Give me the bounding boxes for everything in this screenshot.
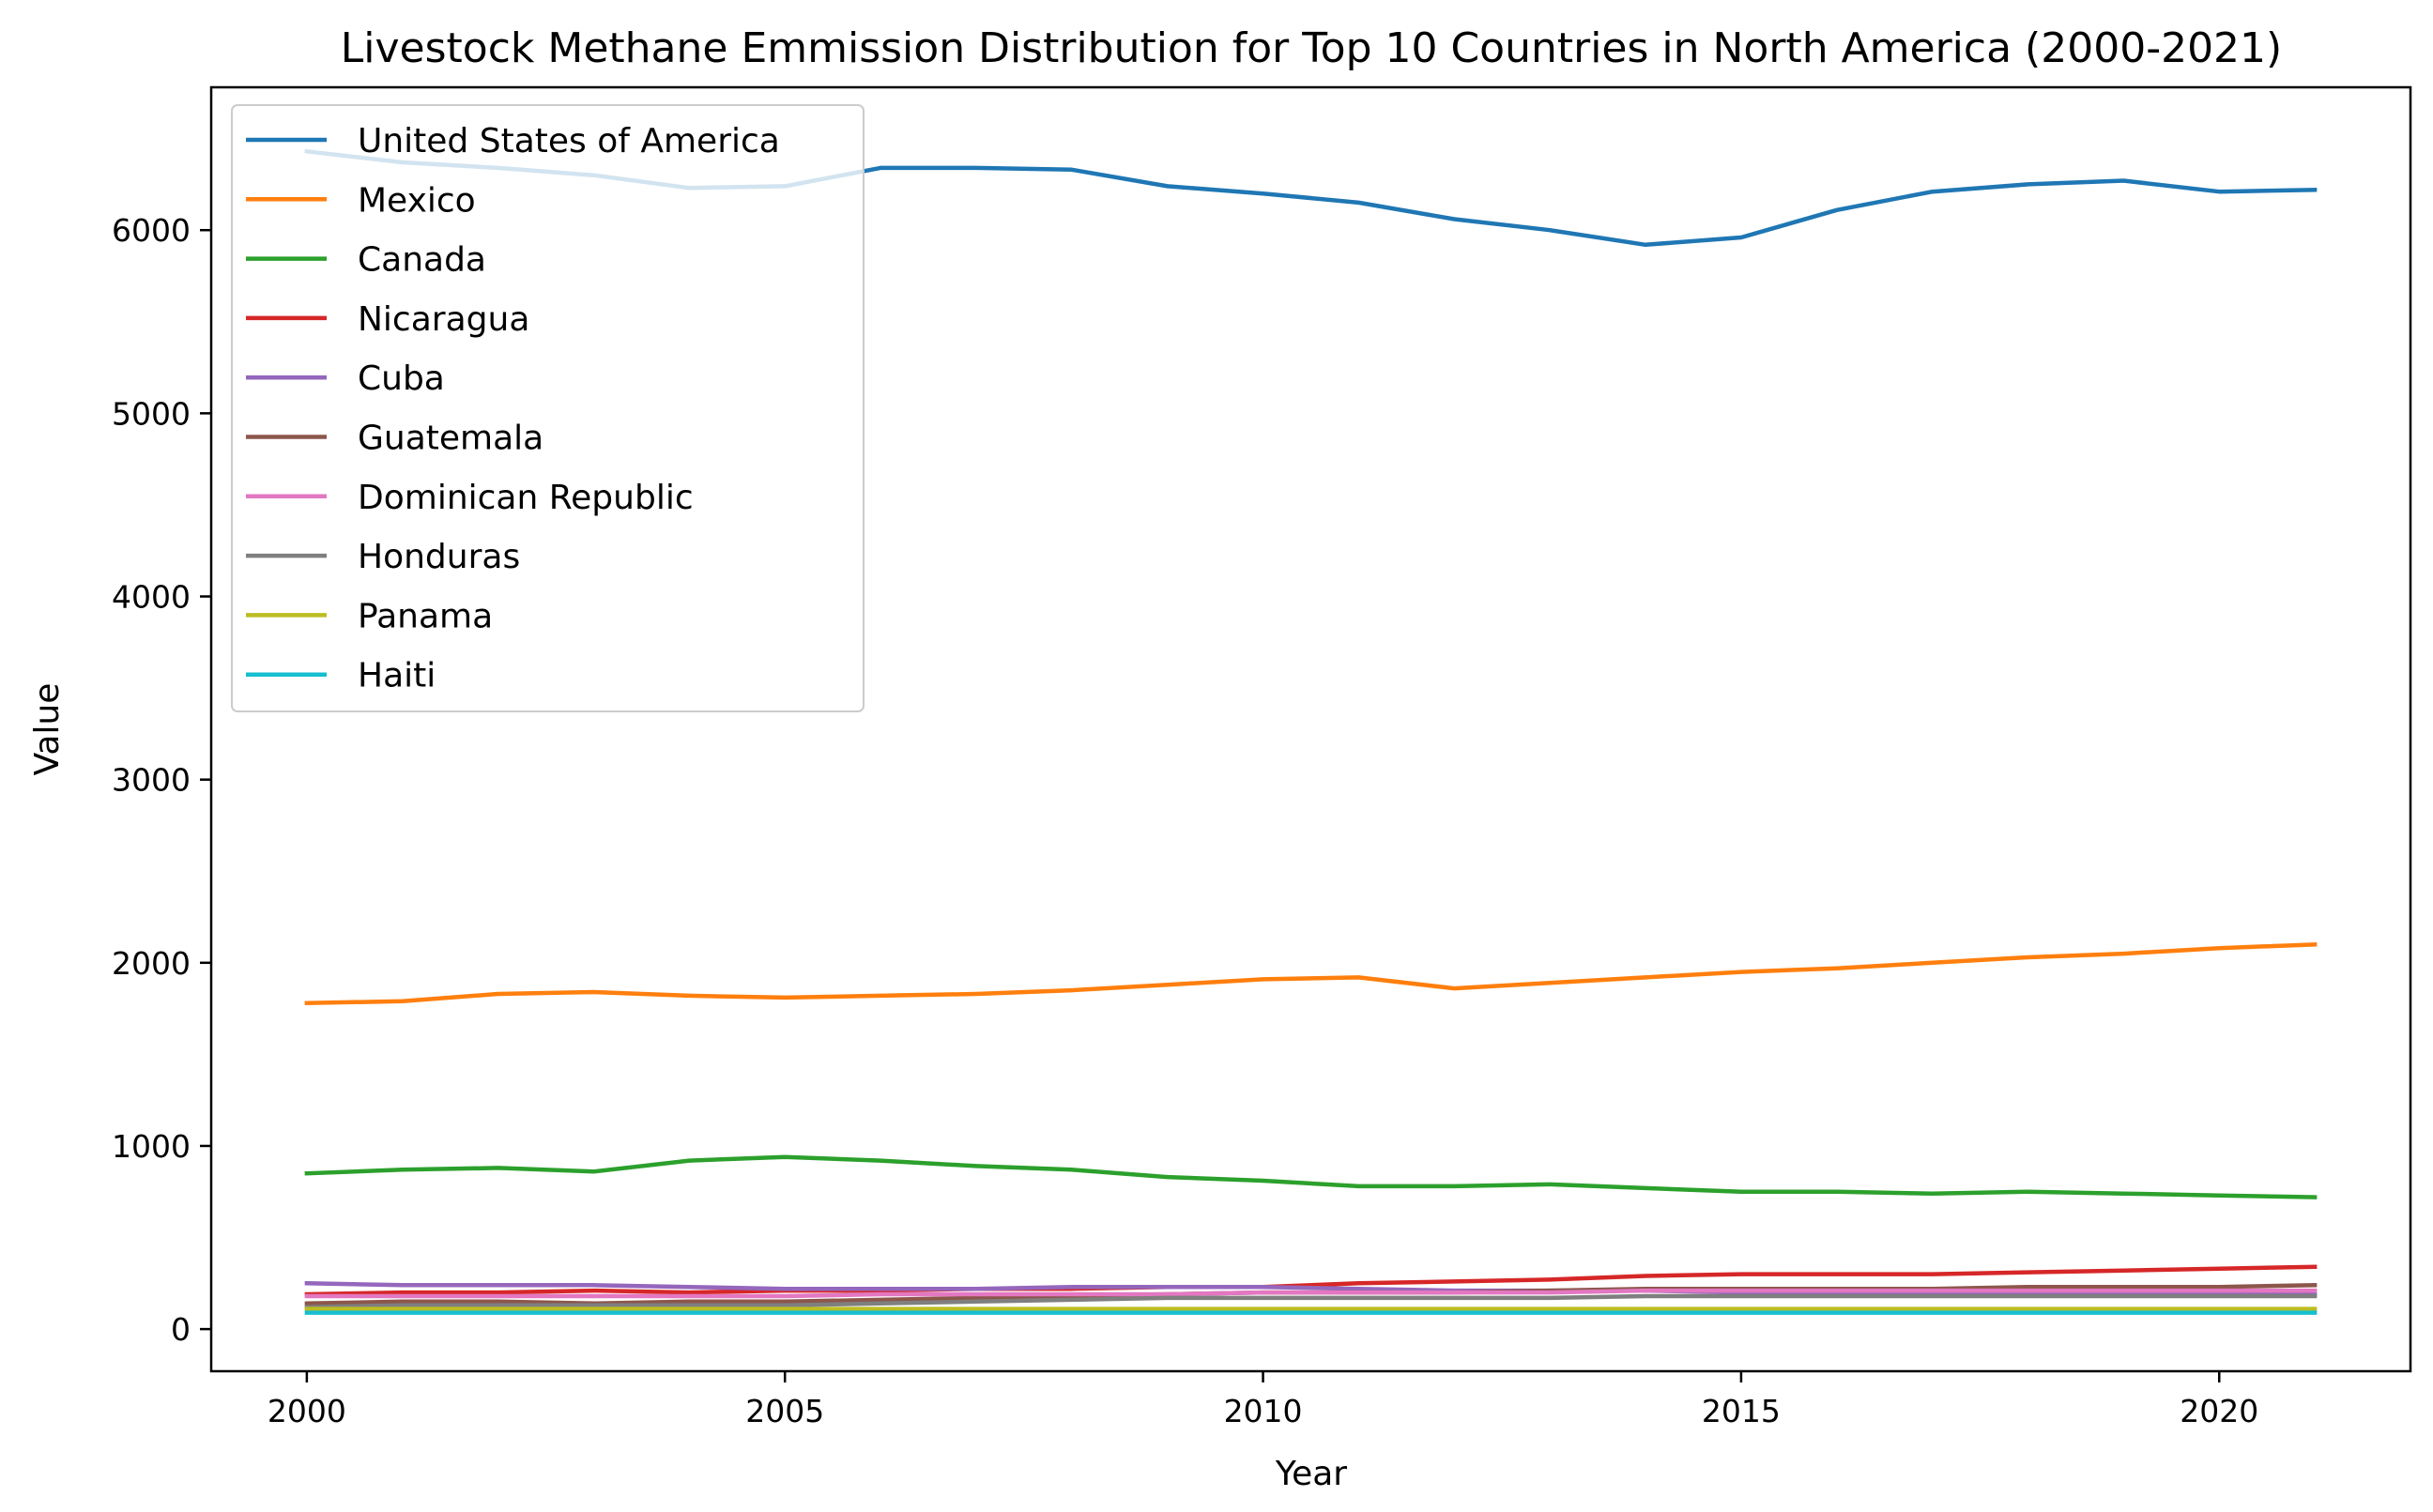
y-tick-label: 6000 bbox=[112, 212, 191, 249]
legend-label-2: Canada bbox=[358, 241, 486, 280]
x-tick-label: 2020 bbox=[2180, 1393, 2258, 1429]
y-tick-label: 4000 bbox=[112, 579, 191, 616]
legend-label-7: Honduras bbox=[358, 538, 520, 576]
legend-label-3: Nicaragua bbox=[358, 300, 529, 339]
series-line-1 bbox=[304, 941, 2318, 1005]
y-axis-label: Value bbox=[28, 683, 67, 776]
x-axis-label: Year bbox=[1275, 1455, 1347, 1493]
x-tick-label: 2010 bbox=[1224, 1393, 1303, 1429]
x-axis: 2000 2005 2010 2015 2020 bbox=[268, 1371, 2258, 1429]
legend-frame bbox=[231, 104, 865, 712]
legend-label-0: United States of America bbox=[358, 122, 780, 160]
series-line-3 bbox=[304, 1264, 2318, 1297]
x-tick-label: 2015 bbox=[1702, 1393, 1781, 1429]
series-line-6 bbox=[304, 1288, 2318, 1299]
legend-label-5: Guatemala bbox=[358, 420, 543, 458]
x-tick-label: 2000 bbox=[268, 1393, 346, 1429]
legend-label-4: Cuba bbox=[358, 359, 445, 398]
y-tick-label: 0 bbox=[171, 1311, 191, 1348]
legend-label-1: Mexico bbox=[358, 181, 476, 220]
y-tick-label: 5000 bbox=[112, 395, 191, 432]
legend: United States of America Mexico Canada Nica… bbox=[231, 104, 865, 712]
series-line-7 bbox=[304, 1293, 2318, 1309]
legend-label-6: Dominican Republic bbox=[358, 479, 694, 517]
y-tick-label: 1000 bbox=[112, 1128, 191, 1165]
chart-title: Livestock Methane Emmission Distribution… bbox=[341, 24, 2282, 72]
series-line-2 bbox=[304, 1154, 2318, 1199]
legend-label-9: Haiti bbox=[358, 657, 436, 695]
y-tick-label: 3000 bbox=[112, 762, 191, 799]
legend-label-8: Panama bbox=[358, 597, 493, 635]
x-tick-label: 2005 bbox=[745, 1393, 824, 1429]
series-lines bbox=[304, 148, 2318, 1315]
y-tick-label: 2000 bbox=[112, 945, 191, 982]
y-axis: 0 1000 2000 3000 4000 5000 6000 bbox=[112, 212, 211, 1348]
